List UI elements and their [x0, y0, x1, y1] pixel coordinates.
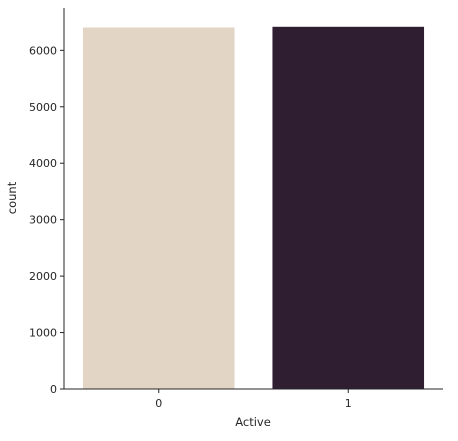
y-tick-label: 2000 — [29, 270, 57, 283]
x-axis-label: Active — [235, 415, 271, 429]
y-tick-label: 5000 — [29, 101, 57, 114]
y-tick-label: 1000 — [29, 327, 57, 340]
x-tick-label: 1 — [345, 397, 352, 410]
bar-1 — [272, 26, 425, 390]
x-tick-label: 0 — [155, 397, 162, 410]
y-tick-label: 3000 — [29, 214, 57, 227]
y-tick-label: 0 — [50, 383, 57, 396]
y-axis-label: count — [5, 181, 19, 214]
y-tick-label: 4000 — [29, 157, 57, 170]
y-tick-label: 6000 — [29, 44, 57, 57]
bar-0 — [82, 27, 235, 389]
bars — [82, 26, 425, 390]
y-axis-ticks: 0 1000 2000 3000 4000 5000 6000 — [29, 44, 64, 396]
